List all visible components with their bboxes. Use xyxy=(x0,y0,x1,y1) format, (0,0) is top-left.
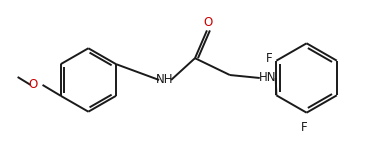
Text: O: O xyxy=(28,78,38,91)
Text: HN: HN xyxy=(259,71,276,84)
Text: NH: NH xyxy=(156,73,174,86)
Text: F: F xyxy=(301,121,308,134)
Text: F: F xyxy=(266,52,272,65)
Text: O: O xyxy=(203,16,212,29)
